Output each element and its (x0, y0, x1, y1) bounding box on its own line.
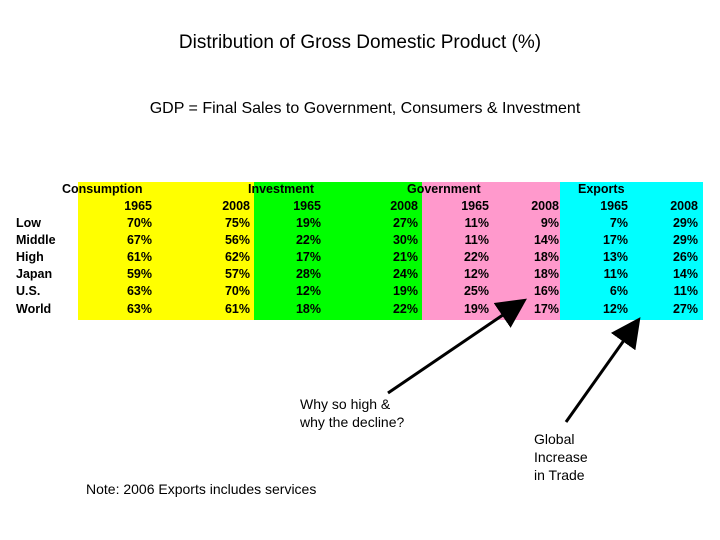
trade-line: Increase (534, 449, 588, 465)
exports-band (560, 182, 703, 320)
year-header: 2008 (222, 199, 250, 213)
table-cell: 12% (602, 302, 628, 316)
group-header-government: Government (407, 182, 481, 196)
year-header: 2008 (390, 199, 418, 213)
year-header: 1965 (600, 199, 628, 213)
table-cell: 17% (602, 233, 628, 247)
trade-line: Global (534, 431, 575, 447)
table-cell: 11% (464, 216, 489, 230)
table-cell: 19% (295, 216, 321, 230)
investment-band (254, 182, 422, 320)
table-cell: 18% (533, 250, 559, 264)
row-label: Low (16, 216, 41, 230)
table-cell: 22% (295, 233, 321, 247)
group-header-exports: Exports (578, 182, 625, 196)
table-cell: 63% (126, 284, 152, 298)
footnote: Note: 2006 Exports includes services (86, 481, 317, 497)
table-cell: 70% (126, 216, 152, 230)
table-cell: 63% (126, 302, 152, 316)
table-cell: 22% (392, 302, 418, 316)
table-cell: 26% (672, 250, 698, 264)
table-cell: 9% (540, 216, 559, 230)
row-label: Middle (16, 233, 56, 247)
table-cell: 18% (295, 302, 321, 316)
year-header: 2008 (531, 199, 559, 213)
row-label: High (16, 250, 44, 264)
table-cell: 17% (295, 250, 321, 264)
table-cell: 14% (533, 233, 559, 247)
table-cell: 17% (533, 302, 559, 316)
group-header-consumption: Consumption (62, 182, 143, 196)
row-label: Japan (16, 267, 53, 281)
table-cell: 6% (609, 284, 628, 298)
table-cell: 27% (392, 216, 418, 230)
table-cell: 16% (533, 284, 559, 298)
table-cell: 61% (224, 302, 250, 316)
table-cell: 24% (392, 267, 418, 281)
row-label: U.S. (16, 284, 41, 298)
table-cell: 59% (126, 267, 152, 281)
table-cell: 57% (224, 267, 250, 281)
table-cell: 11% (464, 233, 489, 247)
table-cell: 13% (602, 250, 628, 264)
table-cell: 18% (533, 267, 559, 281)
year-header: 2008 (670, 199, 698, 213)
table-cell: 67% (126, 233, 152, 247)
group-header-investment: Investment (248, 182, 314, 196)
table-cell: 75% (224, 216, 250, 230)
table-cell: 62% (224, 250, 250, 264)
table-cell: 14% (672, 267, 698, 281)
government-band (422, 182, 560, 320)
page-title: Distribution of Gross Domestic Product (… (178, 32, 542, 53)
arrow-to-government (387, 298, 527, 395)
table-cell: 61% (126, 250, 152, 264)
year-header: 1965 (293, 199, 321, 213)
table-cell: 11% (673, 284, 698, 298)
table-cell: 27% (672, 302, 698, 316)
table-cell: 12% (463, 267, 489, 281)
year-header: 1965 (124, 199, 152, 213)
table-cell: 21% (392, 250, 418, 264)
table-cell: 70% (224, 284, 250, 298)
question-line: Why so high & (300, 396, 391, 412)
table-cell: 7% (609, 216, 628, 230)
arrow-to-exports (564, 317, 641, 423)
table-cell: 29% (672, 216, 698, 230)
table-cell: 22% (463, 250, 489, 264)
question-line: why the decline? (300, 414, 405, 430)
table-cell: 30% (392, 233, 418, 247)
consumption-band (78, 182, 254, 320)
table-cell: 12% (295, 284, 321, 298)
trade-annotation: Global Increase in Trade (534, 430, 588, 484)
table-cell: 11% (603, 267, 628, 281)
table-cell: 56% (224, 233, 250, 247)
question-annotation: Why so high & why the decline? (300, 395, 404, 431)
row-label: World (16, 302, 52, 316)
table-cell: 19% (463, 302, 489, 316)
table-cell: 25% (463, 284, 489, 298)
table-cell: 28% (295, 267, 321, 281)
trade-line: in Trade (534, 467, 585, 483)
table-cell: 19% (392, 284, 418, 298)
year-header: 1965 (461, 199, 489, 213)
table-cell: 29% (672, 233, 698, 247)
page-subtitle: GDP = Final Sales to Government, Consume… (149, 100, 581, 117)
